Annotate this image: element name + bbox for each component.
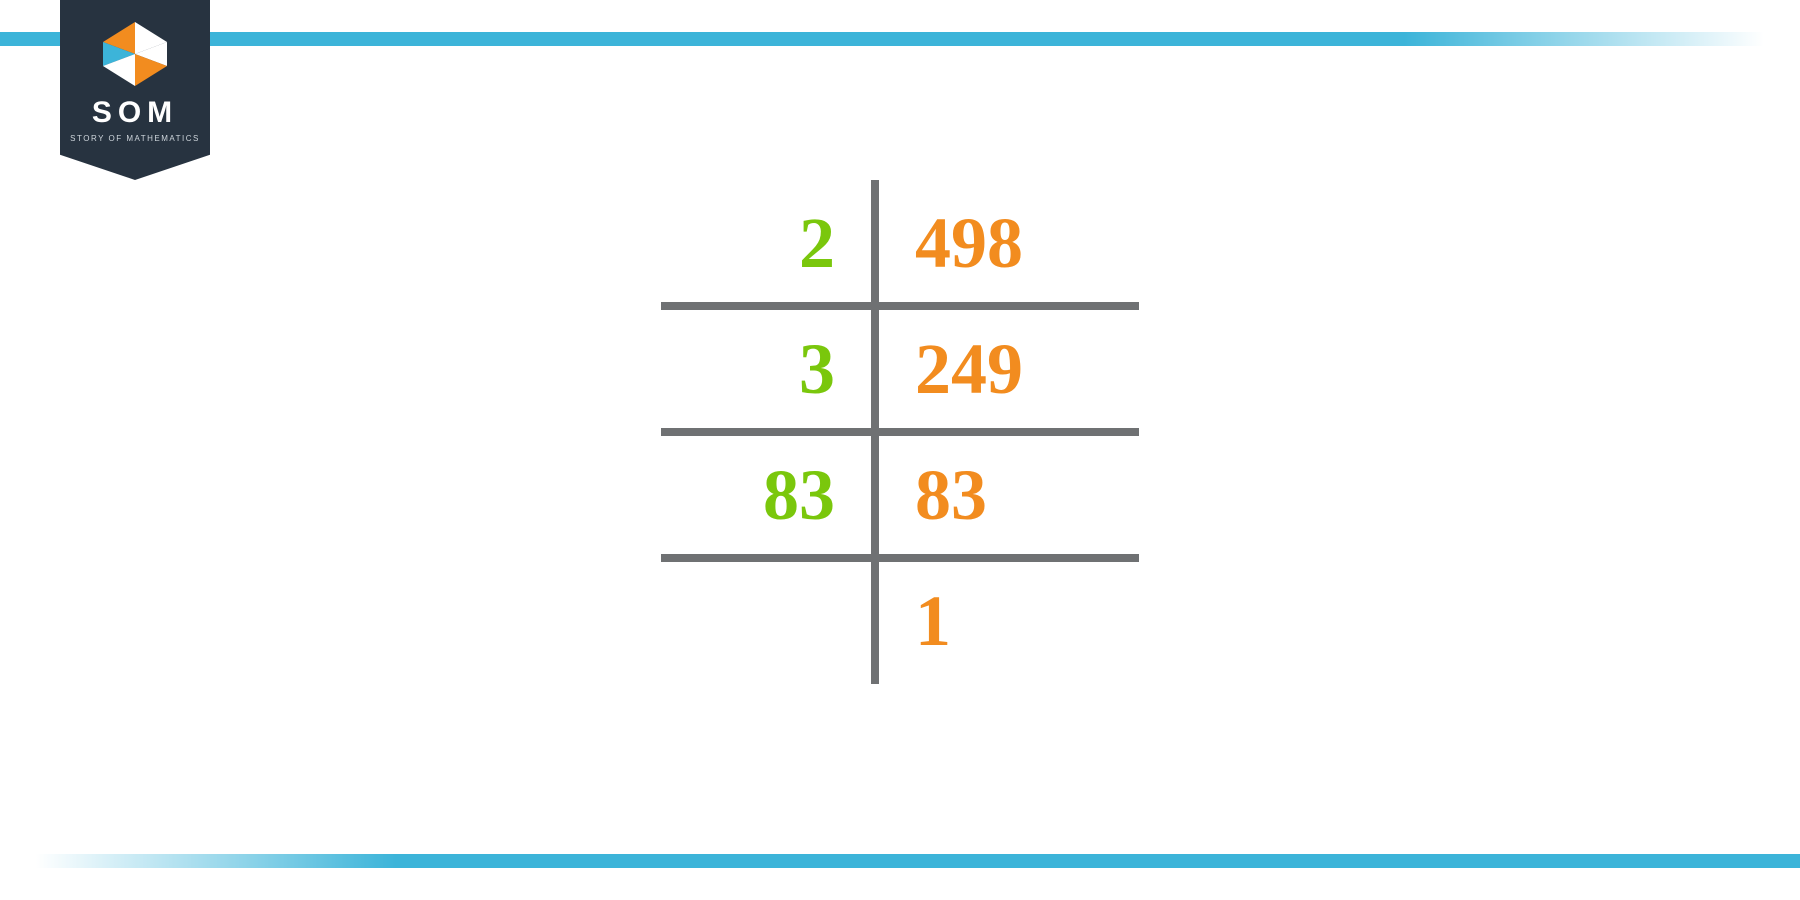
som-logo-icon (103, 22, 167, 86)
ladder-row: 1 (661, 558, 1139, 684)
divisor-cell: 2 (661, 180, 871, 306)
bottom-accent-bar (0, 854, 1800, 868)
logo-subtitle: STORY OF MATHEMATICS (70, 134, 200, 143)
vertical-divider (871, 180, 879, 306)
ladder-row: 3 249 (661, 306, 1139, 432)
ladder-row: 83 83 (661, 432, 1139, 558)
vertical-divider (871, 558, 879, 684)
divisor-cell: 83 (661, 432, 871, 558)
logo-badge: SOM STORY OF MATHEMATICS (60, 0, 210, 180)
logo-title: SOM (92, 96, 178, 130)
value-cell: 498 (879, 180, 1139, 306)
value-cell: 1 (879, 558, 1139, 684)
value-cell: 249 (879, 306, 1139, 432)
vertical-divider (871, 306, 879, 432)
factorization-ladder: 2 498 3 249 83 83 1 (661, 180, 1139, 684)
ladder-row: 2 498 (661, 180, 1139, 306)
top-accent-bar (0, 32, 1800, 46)
value-cell: 83 (879, 432, 1139, 558)
vertical-divider (871, 432, 879, 558)
divisor-cell: 3 (661, 306, 871, 432)
badge-content: SOM STORY OF MATHEMATICS (60, 22, 210, 143)
